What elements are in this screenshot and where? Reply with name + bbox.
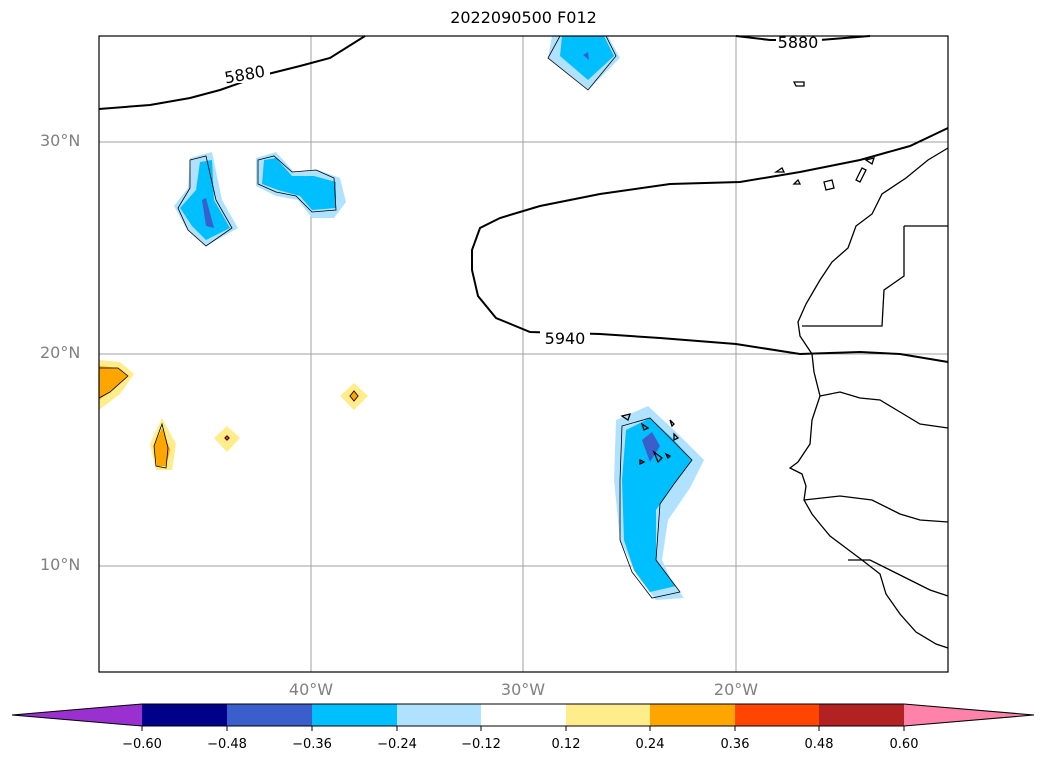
coast-madeira xyxy=(792,81,805,87)
anomaly-contours xyxy=(98,35,693,599)
lat-label-30n: 30°N xyxy=(40,131,81,150)
colorbar-extend-high xyxy=(904,704,1034,726)
colorbar-tick-label: 0.36 xyxy=(720,737,750,752)
border-guinea xyxy=(848,559,949,597)
contour-label-bg-1 xyxy=(224,63,270,83)
lon-label-40w: 40°W xyxy=(288,680,334,699)
coastlines xyxy=(620,81,949,649)
contour-label-bg-3 xyxy=(540,328,590,348)
colorbar-extend-low xyxy=(12,704,142,726)
colorbar-bin-9 xyxy=(819,704,904,726)
lat-label-10n: 10°N xyxy=(40,555,81,574)
colorbar-tick-label: −0.36 xyxy=(292,737,332,752)
colorbar-tick-label: 0.60 xyxy=(889,737,919,752)
anomaly-fills xyxy=(99,36,704,600)
colorbar-bin-4 xyxy=(397,704,481,726)
colorbar xyxy=(11,703,1035,731)
coast-canary-island-1 xyxy=(773,167,786,173)
border-western-sahara xyxy=(802,225,948,327)
coastline-africa xyxy=(788,147,949,649)
colorbar-bin-1 xyxy=(142,704,227,726)
map-title: 2022090500 F012 xyxy=(450,8,597,27)
coast-canary-island-2 xyxy=(792,178,802,185)
contour-label-5880-east: 5880 xyxy=(778,33,819,52)
coast-cape-verde-islands xyxy=(620,413,680,466)
colorbar-tick-label: −0.60 xyxy=(122,737,162,752)
colorbar-bin-8 xyxy=(735,704,819,726)
colorbar-tick-label: 0.24 xyxy=(635,737,665,752)
contour-label-5940: 5940 xyxy=(545,329,586,348)
border-mauritania xyxy=(819,391,949,429)
colorbar-bin-7 xyxy=(650,704,735,726)
coast-canary-island-4 xyxy=(855,167,867,183)
colorbar-tick-label: 0.12 xyxy=(551,737,581,752)
colorbar-tick-label: −0.12 xyxy=(461,737,501,752)
lon-label-20w: 20°W xyxy=(713,680,759,699)
colorbar-tick-marks xyxy=(141,726,905,731)
colorbar-tick-label: 0.48 xyxy=(804,737,834,752)
coast-canary-island-5 xyxy=(864,157,875,166)
colorbar-bin-2 xyxy=(227,704,312,726)
gridlines xyxy=(99,36,948,672)
colorbar-tick-label: −0.24 xyxy=(377,737,417,752)
colorbar-bin-5 xyxy=(481,704,566,726)
lat-label-20n: 20°N xyxy=(40,343,81,362)
coast-canary-island-3 xyxy=(823,179,835,191)
map-frame xyxy=(98,35,949,673)
colorbar-tick-label: −0.48 xyxy=(207,737,247,752)
colorbar-bin-3 xyxy=(312,704,397,726)
contour-5940 xyxy=(471,127,949,363)
lon-label-30w: 30°W xyxy=(500,680,546,699)
colorbar-bin-6 xyxy=(566,704,650,726)
border-senegal xyxy=(803,495,949,523)
